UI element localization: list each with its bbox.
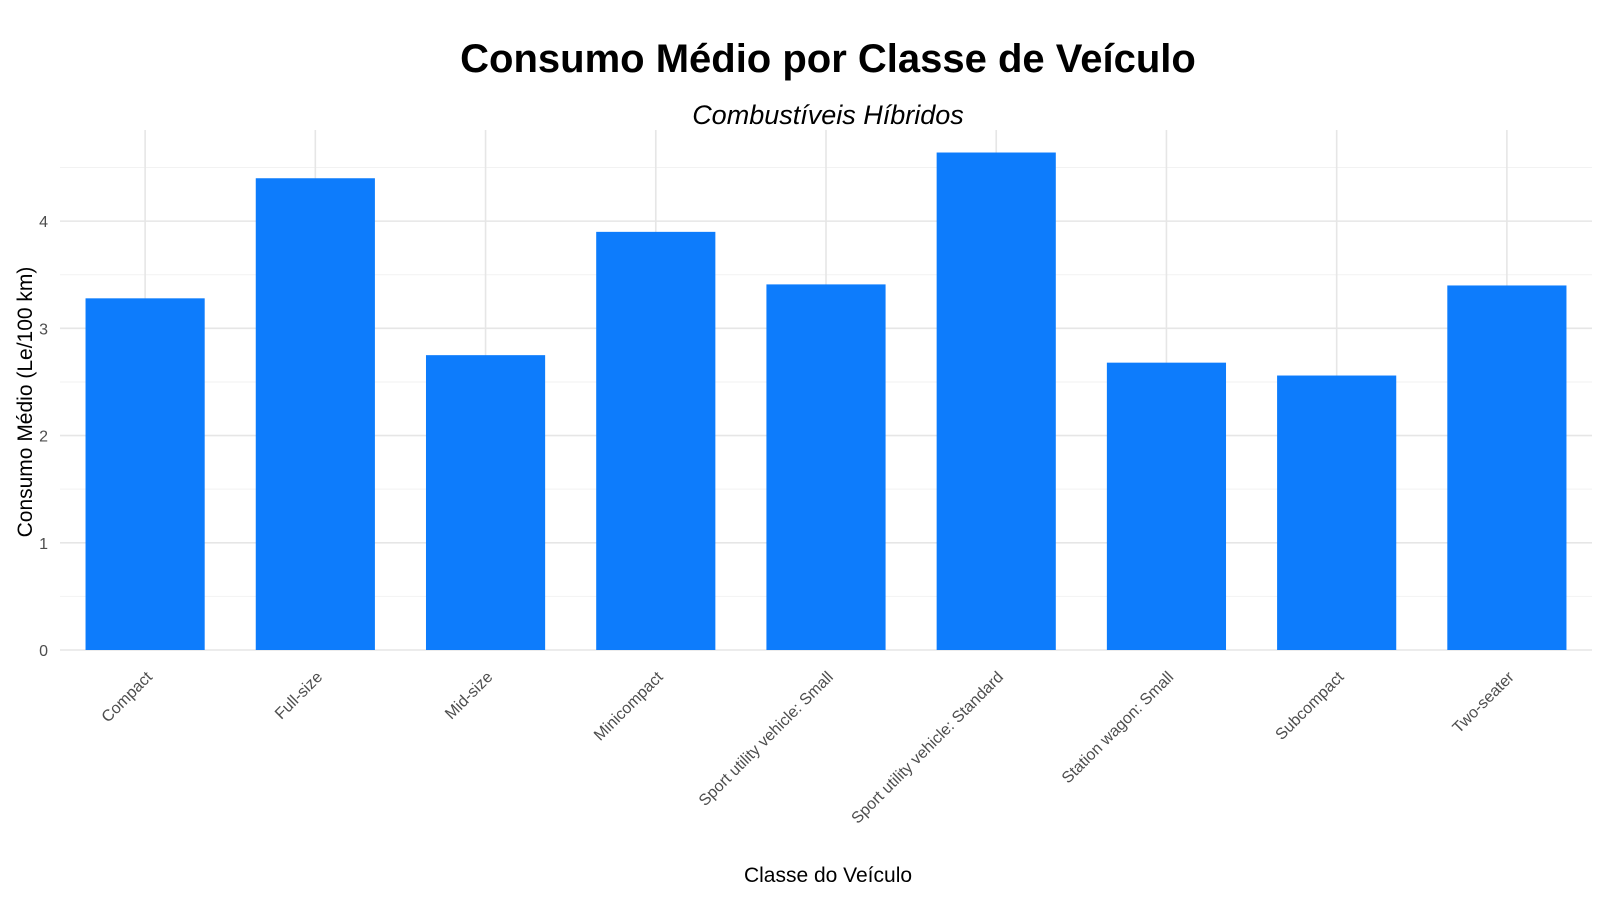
bar-compact — [85, 298, 205, 650]
x-tick-label: Mid-size — [442, 669, 496, 723]
bar-two-seater — [1447, 285, 1567, 650]
x-axis-ticks: Compact Full-size Mid-size Minicompact Sport… — [99, 668, 1519, 827]
y-tick-label: 0 — [39, 643, 48, 660]
x-tick-label: Sport utility vehicle: Standard — [849, 669, 1008, 828]
bar-station-wagon-small — [1106, 362, 1227, 650]
chart-title: Consumo Médio por Classe de Veículo — [460, 37, 1196, 81]
bar-full-size — [255, 178, 375, 650]
x-tick-label: Station wagon: Small — [1059, 669, 1177, 787]
y-tick-label: 3 — [39, 321, 48, 338]
x-tick-label: Minicompact — [591, 668, 667, 744]
x-tick-label: Sport utility vehicle: Small — [696, 669, 837, 810]
x-tick-label: Subcompact — [1273, 668, 1348, 743]
bar-minicompact — [596, 231, 716, 651]
y-axis-ticks: 0 1 2 3 4 — [39, 214, 48, 660]
x-tick-label: Compact — [99, 668, 157, 726]
y-axis-title: Consumo Médio (Le/100 km) — [14, 267, 37, 538]
x-axis-title: Classe do Veículo — [744, 864, 912, 887]
y-tick-label: 2 — [39, 429, 48, 446]
bars — [85, 152, 1567, 651]
bar-mid-size — [425, 355, 546, 650]
bar-subcompact — [1277, 375, 1397, 650]
y-tick-label: 4 — [39, 214, 48, 231]
bar-sport-utility-vehicle-standard — [936, 152, 1056, 651]
y-tick-label: 1 — [39, 536, 48, 553]
x-tick-label: Full-size — [272, 669, 326, 723]
bar-sport-utility-vehicle-small — [766, 284, 886, 650]
x-tick-label: Two-seater — [1450, 668, 1518, 736]
chart-subtitle: Combustíveis Híbridos — [692, 100, 964, 130]
